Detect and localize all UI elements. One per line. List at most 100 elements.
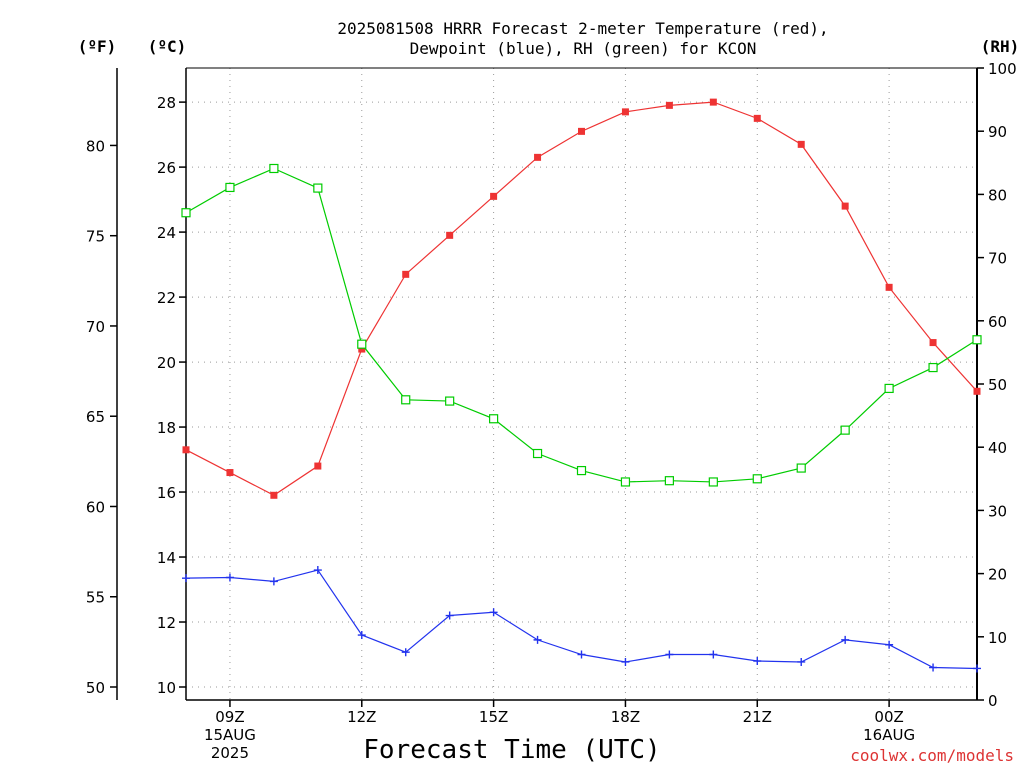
dewpoint-point	[357, 631, 366, 640]
dewpoint-point	[182, 574, 190, 583]
rh-point	[796, 463, 806, 473]
rh-tick-label: 70	[988, 250, 1007, 268]
rh-point	[928, 362, 938, 373]
x-tick-label: 15AUG	[204, 726, 256, 744]
temperature-point	[709, 98, 717, 106]
celsius-unit-label: (ºC)	[148, 37, 187, 56]
temperature-point	[490, 192, 498, 200]
rh-point	[708, 477, 718, 487]
celsius-tick-label: 20	[157, 354, 176, 372]
celsius-tick-label: 18	[157, 419, 176, 437]
rh-tick-label: 40	[988, 439, 1007, 457]
temperature-point	[841, 202, 849, 210]
rh-tick-label: 100	[988, 60, 1017, 78]
rh-tick-label: 90	[988, 123, 1007, 141]
rh-point	[884, 383, 894, 394]
temperature-point	[929, 339, 937, 347]
rh-tick-label: 0	[988, 692, 998, 710]
grid-lines	[186, 68, 977, 700]
rh-point	[401, 395, 411, 405]
rh-point	[445, 396, 455, 406]
data-series	[181, 98, 982, 673]
x-tick-label: 12Z	[347, 708, 376, 726]
dewpoint-point	[445, 611, 454, 620]
rh-point	[972, 335, 982, 345]
rh-point	[225, 182, 235, 193]
celsius-tick-label: 12	[157, 614, 176, 632]
fahrenheit-tick-label: 55	[86, 589, 105, 607]
x-tick-label: 18Z	[611, 708, 640, 726]
temperature-point	[270, 491, 278, 499]
rh-point	[489, 414, 499, 424]
rh-point	[313, 183, 323, 193]
dewpoint-point	[841, 635, 850, 644]
fahrenheit-tick-label: 70	[86, 318, 105, 336]
temperature-point	[402, 270, 410, 278]
dewpoint-point	[577, 650, 586, 659]
rh-tick-label: 10	[988, 629, 1007, 647]
rh-point	[576, 465, 587, 476]
x-tick-label: 21Z	[743, 708, 772, 726]
fahrenheit-unit-label: (ºF)	[78, 37, 117, 56]
fahrenheit-tick-label: 50	[86, 679, 105, 697]
temperature-point	[885, 283, 893, 291]
temperature-point	[578, 127, 585, 135]
temperature-point	[226, 469, 234, 477]
x-tick-label: 00Z	[874, 708, 903, 726]
temperature-point	[314, 462, 322, 470]
dewpoint-point	[929, 663, 938, 672]
credit-link[interactable]: coolwx.com/models	[850, 746, 1014, 765]
rh-tick-label: 20	[988, 566, 1007, 584]
dewpoint-point	[269, 577, 278, 586]
x-tick-label: 16AUG	[863, 726, 915, 744]
chart-title-line-2: Dewpoint (blue), RH (green) for KCON	[410, 39, 757, 58]
dewpoint-point	[533, 635, 542, 644]
rh-line	[185, 167, 978, 483]
dewpoint-point	[753, 657, 762, 666]
x-axis-label: Forecast Time (UTC)	[363, 735, 660, 765]
temperature-point	[182, 446, 190, 454]
celsius-tick-label: 16	[157, 484, 176, 502]
rh-point	[357, 339, 367, 349]
rh-point	[840, 425, 850, 435]
rh-tick-label: 30	[988, 502, 1007, 520]
rh-unit-label: (RH)	[981, 37, 1020, 56]
temperature-point	[358, 345, 366, 353]
rh-point	[664, 476, 674, 486]
rh-point	[620, 477, 631, 487]
dewpoint-point	[621, 657, 630, 666]
rh-tick-label: 50	[988, 376, 1007, 394]
temperature-point	[797, 140, 805, 148]
celsius-tick-label: 10	[157, 679, 176, 697]
celsius-tick-label: 14	[157, 549, 176, 567]
celsius-tick-label: 28	[157, 94, 176, 112]
dewpoint-point	[313, 566, 322, 575]
celsius-tick-label: 26	[157, 159, 176, 177]
temperature-line	[185, 101, 978, 496]
temperature-point	[753, 114, 761, 122]
temperature-point	[446, 231, 454, 239]
series-rh	[181, 163, 982, 487]
rh-tick-label: 60	[988, 313, 1007, 331]
dewpoint-point	[489, 608, 498, 617]
dewpoint-point	[973, 664, 981, 673]
series-dewpoint	[182, 566, 981, 673]
rh-point	[181, 208, 191, 218]
dewpoint-point	[665, 650, 674, 659]
temperature-point	[534, 153, 542, 161]
celsius-tick-label: 24	[157, 224, 176, 242]
temperature-point	[665, 101, 673, 109]
fahrenheit-tick-label: 80	[86, 137, 105, 155]
dewpoint-point	[709, 650, 718, 659]
series-temperature	[182, 98, 981, 499]
dewpoint-point	[401, 648, 410, 657]
rh-point	[532, 448, 543, 459]
dewpoint-point	[885, 640, 894, 649]
axes: 10 12 14 16 18 20 22 24 26 28 50 55 60 65 70 75 80 0 10 20 3…	[86, 60, 1017, 762]
fahrenheit-tick-label: 60	[86, 498, 105, 516]
x-tick-label: 09Z	[215, 708, 244, 726]
celsius-tick-label: 22	[157, 289, 176, 307]
rh-point	[752, 474, 762, 484]
x-tick-label: 2025	[211, 744, 249, 762]
